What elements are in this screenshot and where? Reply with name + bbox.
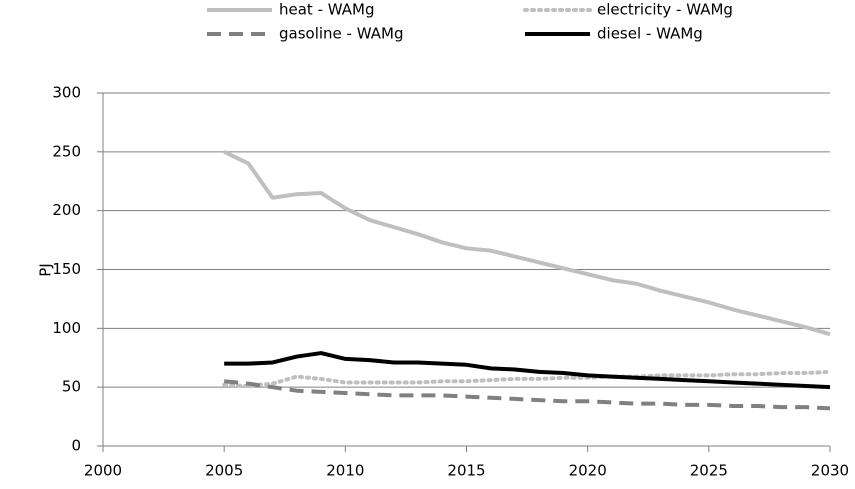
- x-tick-label: 2020: [569, 462, 607, 480]
- x-tick-label: 2000: [84, 462, 122, 480]
- y-tick-label: 150: [52, 260, 81, 278]
- y-tick-label: 300: [52, 84, 81, 102]
- y-tick-label: 100: [52, 319, 81, 337]
- x-tick-label: 2005: [205, 462, 243, 480]
- x-tick-label: 2015: [447, 462, 485, 480]
- x-tick-label: 2030: [811, 462, 849, 480]
- x-tick-label: 2010: [326, 462, 364, 480]
- y-tick-label: 200: [52, 201, 81, 219]
- legend-label: heat - WAMg: [279, 1, 375, 19]
- legend-label: electricity - WAMg: [597, 1, 733, 19]
- x-tick-label: 2025: [690, 462, 728, 480]
- series-line: [223, 379, 831, 411]
- y-axis-label: PJ: [37, 263, 55, 276]
- series-line: [224, 351, 831, 390]
- series-line: [223, 150, 831, 337]
- legend-label: gasoline - WAMg: [279, 25, 403, 43]
- y-tick-label: 50: [62, 378, 81, 396]
- series-line: [222, 369, 832, 388]
- y-tick-label: 0: [71, 437, 81, 455]
- y-tick-label: 250: [52, 142, 81, 160]
- legend-label: diesel - WAMg: [597, 25, 703, 43]
